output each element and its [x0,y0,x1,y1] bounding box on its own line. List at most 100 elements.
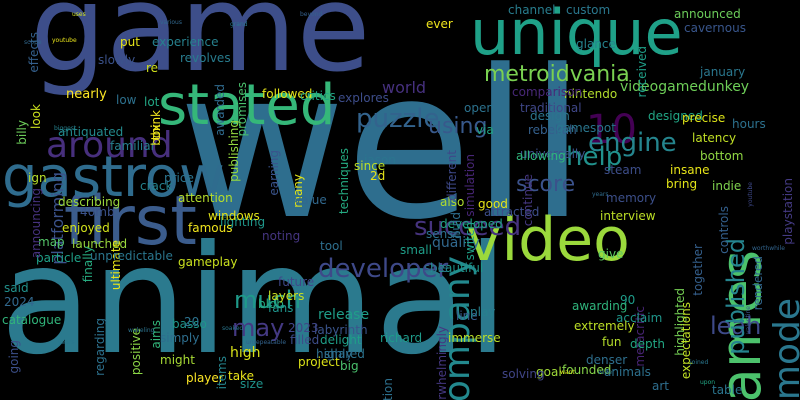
cloud-word: world [382,78,427,97]
cloud-word: videogamedunkey [620,79,750,95]
cloud-word: high [230,345,261,361]
cloud-word: gastrow [2,145,225,210]
cloud-word: first [64,182,197,261]
cloud-word: memory [606,191,657,205]
cloud-word: interview [600,209,656,223]
cloud-word: rebekah [528,123,577,137]
cloud-word: published [722,238,750,355]
cloud-word: youtube [747,182,754,207]
cloud-word: using [428,114,488,139]
cloud-word: bigmode [767,298,800,400]
cloud-word: critics [300,89,336,103]
cloud-word: joined [690,359,709,366]
cloud-word: allowing [516,149,566,163]
cloud-word: metroidvania [484,62,630,87]
cloud-word: fluid [449,212,463,239]
cloud-word: controls [717,206,731,254]
cloud-word: bring [666,177,698,191]
cloud-word: followed [262,87,313,101]
cloud-word: simulation [463,154,477,217]
cloud-word: beautiful [430,261,484,275]
cloud-word: uses [72,11,86,18]
cloud-word: traditional [520,101,582,115]
cloud-word: comparison [512,85,583,99]
cloud-word: developed [440,217,503,231]
cloud-word: open [464,101,494,115]
cloud-word: 90 [620,293,636,307]
cloud-word: around [46,125,173,166]
cloud-word: design [530,109,570,123]
cloud-word: art [652,379,669,393]
cloud-word: ign [28,171,47,185]
cloud-word: game [30,0,371,99]
cloud-word: developer [318,254,449,284]
cloud-word: highly [316,347,353,361]
cloud-word: describing [58,195,121,209]
cloud-word: re [146,61,159,75]
cloud-word: want [560,369,575,376]
cloud-word: fun [602,335,622,349]
cloud-word: revolves [180,51,231,65]
cloud-word: put [120,35,140,49]
cloud-word: slowly [98,53,136,67]
cloud-word: depth [630,337,665,351]
cloud-word: earning [267,150,281,196]
cloud-word: delight [320,333,362,347]
cloud-word: might [160,353,195,367]
cloud-word: score [516,172,576,197]
cloud-word: launched [72,237,128,251]
cloud-word: january [700,65,746,79]
cloud-word: 2d [370,169,386,183]
cloud-word: lot [144,95,160,109]
cloud-word: indie [712,179,742,193]
cloud-word: may [232,314,285,342]
cloud-word: upon [700,379,716,386]
cloud-word: cavernous [684,21,746,35]
cloud-word: different [445,150,459,201]
cloud-word: much [234,286,301,314]
cloud-word: catalogue [2,313,62,327]
cloud-word: project [298,355,340,369]
cloud-word: noting [262,229,301,243]
cloud-word: famous [188,221,233,235]
cloud-word: wider [598,369,615,376]
cloud-word: regarding [93,318,107,376]
cloud-word: grand [230,21,248,28]
cloud-word: table [712,383,743,397]
cloud-word: layers [268,289,305,303]
cloud-word: labyrinth [314,323,368,337]
cloud-word: particle [36,251,82,265]
cloud-word: attention [178,191,233,205]
cloud-word: bottom [700,149,744,163]
cloud-word: playstation [781,178,795,245]
cloud-word: richard [380,331,423,345]
cloud-word: extremely [574,319,635,333]
cloud-word: various [160,19,182,26]
cloud-word: fans [268,301,294,315]
cloud-word: familiar [110,139,156,153]
cloud-word: wakeling [128,327,155,334]
cloud-word: 2023 [288,321,319,335]
cloud-word: sense [426,227,461,241]
cloud-word: shared [324,347,365,361]
cloud-word: engine [588,128,677,158]
cloud-word: years [592,191,609,198]
cloud-word: channel [508,3,556,17]
cloud-word: continue [521,174,535,227]
cloud-word: latency [692,131,737,145]
cloud-word: windows [208,209,260,223]
cloud-word: precise [682,111,726,125]
cloud-word: gameplay [178,255,238,269]
cloud-word: announcing [29,188,43,259]
cloud-word: said [4,281,29,295]
cloud-word: line [456,309,478,323]
cloud-word: soaked [222,325,244,332]
cloud-word: take [228,369,254,383]
cloud-word: big [340,359,359,373]
cloud-word: unique [470,0,683,69]
cloud-word: also [440,195,465,209]
cloud-word: aims [149,320,163,349]
cloud-word: universally [520,147,586,161]
cloud-word: designed [648,109,703,123]
